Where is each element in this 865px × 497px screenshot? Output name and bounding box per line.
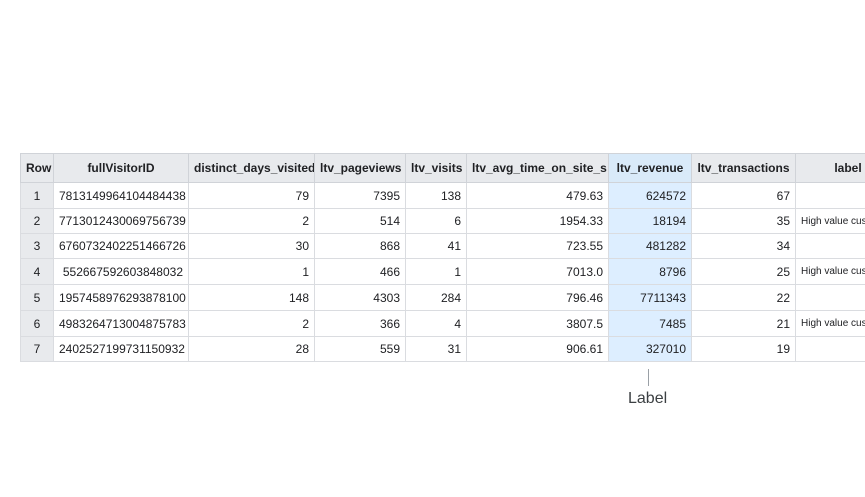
cell-fullvisitorid: 552667592603848032 [53, 258, 189, 285]
cell-ltv-visits: 6 [405, 208, 467, 234]
cell-distinct-days-visited: 148 [188, 284, 315, 311]
cell-distinct-days-visited: 30 [188, 233, 315, 259]
cell-ltv-avg-time-on-site: 3807.5 [466, 310, 609, 337]
cell-ltv-visits: 41 [405, 233, 467, 259]
cell-label [795, 336, 865, 362]
cell-ltv-avg-time-on-site: 479.63 [466, 182, 609, 209]
column-header-ltv-revenue[interactable]: ltv_revenue [608, 153, 692, 183]
cell-ltv-pageviews: 7395 [314, 182, 406, 209]
cell-ltv-pageviews: 514 [314, 208, 406, 234]
cell-ltv-revenue: 7485 [608, 310, 692, 337]
cell-ltv-avg-time-on-site: 906.61 [466, 336, 609, 362]
cell-label [795, 182, 865, 209]
table-row: 4 552667592603848032 1 466 1 7013.0 8796… [20, 258, 865, 285]
cell-label [795, 284, 865, 311]
cell-ltv-visits: 138 [405, 182, 467, 209]
cell-ltv-revenue: 624572 [608, 182, 692, 209]
row-number: 6 [20, 310, 54, 337]
column-header-row[interactable]: Row [20, 153, 54, 183]
cell-fullvisitorid: 4983264713004875783 [53, 310, 189, 337]
table-row: 3 6760732402251466726 30 868 41 723.55 4… [20, 233, 865, 259]
cell-fullvisitorid: 7713012430069756739 [53, 208, 189, 234]
cell-label: High value cus [795, 258, 865, 285]
cell-ltv-visits: 284 [405, 284, 467, 311]
cell-label: High value cus [795, 208, 865, 234]
cell-ltv-avg-time-on-site: 7013.0 [466, 258, 609, 285]
cell-ltv-revenue: 18194 [608, 208, 692, 234]
cell-ltv-transactions: 22 [691, 284, 796, 311]
table-row: 5 1957458976293878100 148 4303 284 796.4… [20, 284, 865, 311]
cell-ltv-avg-time-on-site: 723.55 [466, 233, 609, 259]
cell-ltv-revenue: 327010 [608, 336, 692, 362]
column-header-ltv-transactions[interactable]: ltv_transactions [691, 153, 796, 183]
row-number: 1 [20, 182, 54, 209]
cell-ltv-transactions: 67 [691, 182, 796, 209]
annotation-pointer-line [648, 369, 649, 386]
cell-ltv-revenue: 8796 [608, 258, 692, 285]
cell-ltv-pageviews: 868 [314, 233, 406, 259]
cell-ltv-pageviews: 4303 [314, 284, 406, 311]
annotation-label: Label [628, 390, 668, 407]
results-table-container: Row fullVisitorID distinct_days_visited … [20, 153, 865, 362]
column-header-label[interactable]: label [795, 153, 865, 183]
column-header-distinct-days-visited[interactable]: distinct_days_visited [188, 153, 315, 183]
cell-fullvisitorid: 2402527199731150932 [53, 336, 189, 362]
cell-label [795, 233, 865, 259]
cell-fullvisitorid: 6760732402251466726 [53, 233, 189, 259]
cell-ltv-revenue: 481282 [608, 233, 692, 259]
cell-ltv-transactions: 25 [691, 258, 796, 285]
column-header-ltv-avg-time-on-site[interactable]: ltv_avg_time_on_site_s [466, 153, 609, 183]
cell-distinct-days-visited: 2 [188, 310, 315, 337]
row-number: 4 [20, 258, 54, 285]
cell-ltv-visits: 1 [405, 258, 467, 285]
cell-ltv-pageviews: 466 [314, 258, 406, 285]
cell-distinct-days-visited: 79 [188, 182, 315, 209]
table-row: 7 2402527199731150932 28 559 31 906.61 3… [20, 336, 865, 362]
row-number: 7 [20, 336, 54, 362]
cell-ltv-revenue: 7711343 [608, 284, 692, 311]
column-header-ltv-visits[interactable]: ltv_visits [405, 153, 467, 183]
cell-ltv-visits: 31 [405, 336, 467, 362]
cell-distinct-days-visited: 28 [188, 336, 315, 362]
cell-fullvisitorid: 1957458976293878100 [53, 284, 189, 311]
cell-fullvisitorid: 7813149964104484438 [53, 182, 189, 209]
column-header-fullvisitorid[interactable]: fullVisitorID [53, 153, 189, 183]
table-row: 1 7813149964104484438 79 7395 138 479.63… [20, 182, 865, 209]
row-number: 5 [20, 284, 54, 311]
cell-distinct-days-visited: 1 [188, 258, 315, 285]
cell-label: High value cus [795, 310, 865, 337]
row-number: 2 [20, 208, 54, 234]
cell-ltv-visits: 4 [405, 310, 467, 337]
results-table: Row fullVisitorID distinct_days_visited … [20, 153, 865, 362]
cell-ltv-transactions: 34 [691, 233, 796, 259]
cell-ltv-transactions: 21 [691, 310, 796, 337]
table-row: 2 7713012430069756739 2 514 6 1954.33 18… [20, 208, 865, 234]
row-number: 3 [20, 233, 54, 259]
column-header-ltv-pageviews[interactable]: ltv_pageviews [314, 153, 406, 183]
cell-ltv-transactions: 19 [691, 336, 796, 362]
cell-ltv-avg-time-on-site: 1954.33 [466, 208, 609, 234]
cell-ltv-transactions: 35 [691, 208, 796, 234]
cell-ltv-pageviews: 366 [314, 310, 406, 337]
cell-ltv-avg-time-on-site: 796.46 [466, 284, 609, 311]
cell-distinct-days-visited: 2 [188, 208, 315, 234]
table-header-row: Row fullVisitorID distinct_days_visited … [20, 153, 865, 183]
cell-ltv-pageviews: 559 [314, 336, 406, 362]
table-row: 6 4983264713004875783 2 366 4 3807.5 748… [20, 310, 865, 337]
